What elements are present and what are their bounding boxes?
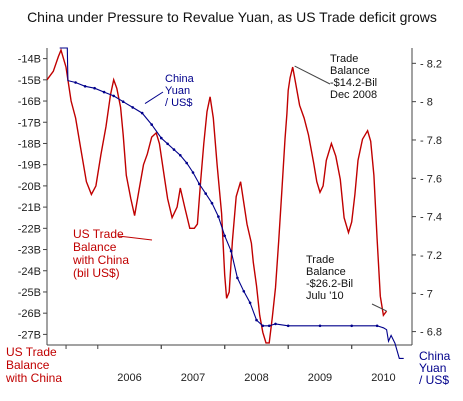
x-tick-label: 2009 <box>308 372 332 384</box>
yuan-point <box>223 234 226 238</box>
yuan-point <box>191 171 195 174</box>
yuan-point <box>261 324 265 328</box>
yuan-point <box>267 324 271 328</box>
yuan-point <box>131 106 134 109</box>
yuan-point <box>204 192 207 195</box>
yuan-point <box>242 290 246 293</box>
yuan-point <box>179 154 182 157</box>
yuan-point <box>229 249 233 253</box>
yuan-point <box>150 123 153 126</box>
yuan-point <box>217 215 220 218</box>
y-left-tick-label: -15B <box>18 75 41 87</box>
y-right-tick-label: - 7 <box>420 288 433 300</box>
y-left-tick-label: -25B <box>18 287 41 299</box>
yuan-point <box>198 182 201 186</box>
yuan-point <box>140 111 144 115</box>
y-right-tick-label: - 7.8 <box>420 135 442 147</box>
y-left-tick-label: -27B <box>18 329 41 341</box>
trade-latest-leader <box>371 303 387 312</box>
y-left-tick-label: -22B <box>18 223 41 235</box>
y-left-tick-label: -16B <box>18 96 41 108</box>
trade-peak-annotation: Trade Balance -$14.2-Bil Dec 2008 <box>330 53 377 101</box>
y-right-tick-label: - 7.2 <box>420 250 442 262</box>
yuan-point <box>286 324 290 328</box>
y-right-tick-label: - 6.8 <box>420 327 442 339</box>
y-left-tick-label: -17B <box>18 117 41 129</box>
yuan-point <box>210 201 214 205</box>
yuan-point <box>185 161 188 165</box>
y-right-tick-label: - 7.4 <box>420 212 442 224</box>
yuan-point <box>112 94 115 98</box>
y-left-tick-label: -24B <box>18 266 41 278</box>
y-right-tick-label: - 7.6 <box>420 173 442 185</box>
x-tick-label: 2010 <box>371 372 395 384</box>
y-left-tick-label: -18B <box>18 138 41 150</box>
x-tick-label: 2007 <box>181 372 205 384</box>
trade-label-leader <box>117 235 153 241</box>
y-left-tick-label: -21B <box>18 202 41 214</box>
ticks-layer: -14B -15B -16B -17B -18B -19B -20B -21B -22B -23B… <box>18 54 442 384</box>
y-left-tick-label: -14B <box>18 54 41 66</box>
trade-peak-leader <box>294 65 331 85</box>
trade-balance-line <box>46 47 388 344</box>
left-axis-caption: US Trade Balance with China <box>5 345 62 385</box>
yuan-point <box>318 324 322 328</box>
yuan-label-leader <box>144 91 164 104</box>
yuan-point <box>172 148 176 151</box>
yuan-point <box>83 85 87 88</box>
yuan-point <box>93 86 96 90</box>
yuan-point <box>375 324 379 328</box>
yuan-series-label: China Yuan / US$ <box>165 73 195 109</box>
y-left-tick-label: -20B <box>18 181 41 193</box>
yuan-point <box>160 136 163 140</box>
yuan-point <box>121 100 125 103</box>
yuan-point <box>166 142 169 146</box>
yuan-point <box>255 318 258 322</box>
y-right-tick-label: - 8 <box>420 97 433 109</box>
yuan-point <box>74 81 77 84</box>
x-tick-label: 2008 <box>244 372 268 384</box>
chart-title: China under Pressure to Revalue Yuan, as… <box>27 9 437 25</box>
yuan-point <box>248 301 252 305</box>
y-right-tick-label: - 8.2 <box>420 58 442 70</box>
y-left-tick-label: -26B <box>18 308 41 320</box>
trade-latest-annotation: Trade Balance -$26.2-Bil Julu '10 <box>306 254 353 302</box>
yuan-point <box>350 324 354 328</box>
y-left-tick-label: -23B <box>18 245 41 257</box>
trade-series-label: US Trade Balance with China (bil US$) <box>72 227 129 280</box>
yuan-point <box>102 90 106 94</box>
yuan-point <box>274 322 277 326</box>
plot-area <box>46 47 413 359</box>
right-axis-caption: China Yuan / US$ <box>419 349 451 387</box>
x-tick-label: 2006 <box>117 372 141 384</box>
y-left-tick-label: -19B <box>18 160 41 172</box>
yuan-point <box>236 276 239 280</box>
annotations-layer: China Yuan / US$ Trade Balance -$14.2-Bil Dec … <box>5 53 451 387</box>
